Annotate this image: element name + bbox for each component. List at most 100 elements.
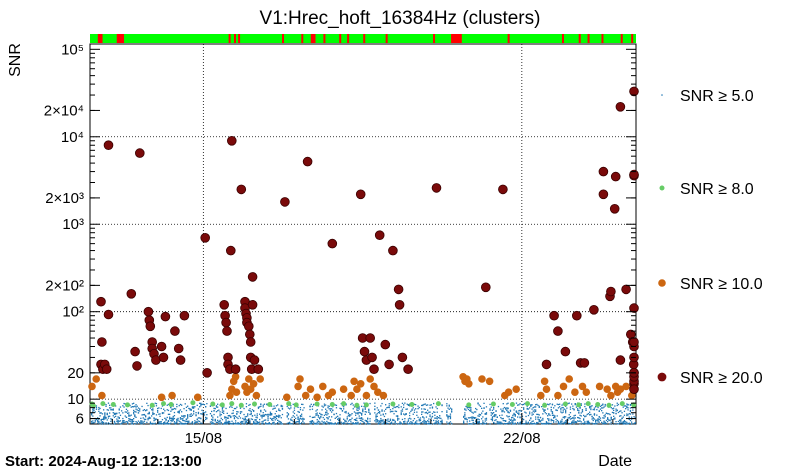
snr-5-point <box>565 410 567 412</box>
data-point <box>210 401 216 407</box>
snr-5-point <box>527 414 530 417</box>
snr-5-point <box>620 420 622 422</box>
snr-5-point <box>393 422 395 424</box>
snr-5-point <box>541 419 543 421</box>
snr-5-point <box>599 417 602 419</box>
snr-5-point <box>587 421 590 423</box>
snr-5-point <box>554 405 556 407</box>
snr-5-point <box>417 416 419 418</box>
snr-5-point <box>197 420 200 422</box>
snr-5-point <box>388 403 390 405</box>
snr-5-point <box>242 417 244 420</box>
snr-5-point <box>517 412 519 414</box>
snr-5-point <box>529 407 531 409</box>
data-point <box>571 388 579 397</box>
snr-5-point <box>524 402 526 405</box>
snr-5-point <box>332 409 334 411</box>
snr-5-point <box>357 409 359 412</box>
snr-5-point <box>446 414 448 416</box>
snr-5-point <box>189 408 191 410</box>
snr-5-point <box>359 417 362 419</box>
snr-5-point <box>399 421 401 423</box>
snr-5-point <box>446 410 448 412</box>
snr-5-point <box>549 403 551 405</box>
snr-5-point <box>267 423 269 425</box>
snr-5-point <box>203 414 206 416</box>
snr-5-point <box>98 421 100 424</box>
snr-5-point <box>579 407 581 409</box>
snr-5-point <box>505 423 507 425</box>
snr-5-point <box>352 422 354 424</box>
snr-5-point <box>353 406 356 408</box>
snr-5-point <box>365 420 368 423</box>
snr-5-point <box>278 420 280 422</box>
snr-5-point <box>476 421 478 423</box>
snr-5-point <box>515 402 518 404</box>
snr-5-point <box>502 403 504 405</box>
snr-5-point <box>521 404 524 406</box>
snr-5-point <box>593 413 596 415</box>
snr-5-point <box>256 422 258 424</box>
snr-5-point <box>323 421 326 423</box>
snr-5-point <box>215 406 218 408</box>
snr-5-point <box>506 409 508 412</box>
snr-5-point <box>245 419 248 421</box>
snr-5-point <box>381 402 383 405</box>
snr-5-point <box>338 422 340 425</box>
snr-5-point <box>387 406 389 408</box>
snr-5-point <box>334 404 336 406</box>
snr-5-point <box>297 418 299 420</box>
data-point <box>110 402 116 407</box>
snr-5-point <box>518 410 520 412</box>
snr-5-point <box>346 416 348 418</box>
snr-5-point <box>93 407 95 410</box>
snr-5-point <box>446 405 448 407</box>
data-point <box>90 403 96 409</box>
snr-5-point <box>149 422 152 424</box>
snr-5-point <box>446 415 448 417</box>
snr-5-point <box>622 423 624 425</box>
snr-5-point <box>502 417 504 420</box>
snr-5-point <box>355 419 357 421</box>
data-point <box>341 401 347 407</box>
data-point <box>157 393 166 402</box>
snr-5-point <box>219 421 221 423</box>
snr-5-point <box>247 413 249 415</box>
snr-5-point <box>419 419 422 422</box>
snr-5-point <box>499 414 501 417</box>
data-point <box>168 391 176 400</box>
snr-5-point <box>377 420 380 422</box>
snr-5-point <box>130 414 132 416</box>
snr-5-point <box>143 409 146 411</box>
snr-5-point <box>176 403 178 406</box>
snr-5-point <box>254 414 256 416</box>
snr-5-point <box>249 420 251 422</box>
snr-5-point <box>289 408 291 410</box>
snr-5-point <box>137 412 140 414</box>
snr-5-point <box>563 408 566 410</box>
snr-5-point <box>340 408 342 410</box>
snr-5-point <box>381 419 383 421</box>
snr-5-point <box>349 419 351 421</box>
snr-5-point <box>203 420 206 422</box>
snr-5-point <box>578 420 580 422</box>
snr-5-point <box>589 411 591 413</box>
snr-5-point <box>178 420 180 422</box>
snr-5-point <box>224 422 226 425</box>
data-point <box>431 183 442 193</box>
snr-5-point <box>569 408 572 410</box>
chart-title: V1:Hrec_hoft_16384Hz (clusters) <box>260 8 541 29</box>
snr-5-point <box>581 411 584 413</box>
snr-5-point <box>382 419 384 421</box>
snr-5-point <box>110 407 112 409</box>
snr-5-point <box>572 405 574 407</box>
status-bar-bad-segment <box>116 34 125 43</box>
snr-5-point <box>418 418 420 420</box>
data-point <box>498 184 508 195</box>
snr-5-point <box>302 403 304 406</box>
snr-5-point <box>407 404 410 406</box>
snr-5-point <box>214 420 216 422</box>
snr-5-point <box>187 414 189 417</box>
snr-5-point <box>244 416 246 418</box>
snr-5-point <box>268 414 270 416</box>
